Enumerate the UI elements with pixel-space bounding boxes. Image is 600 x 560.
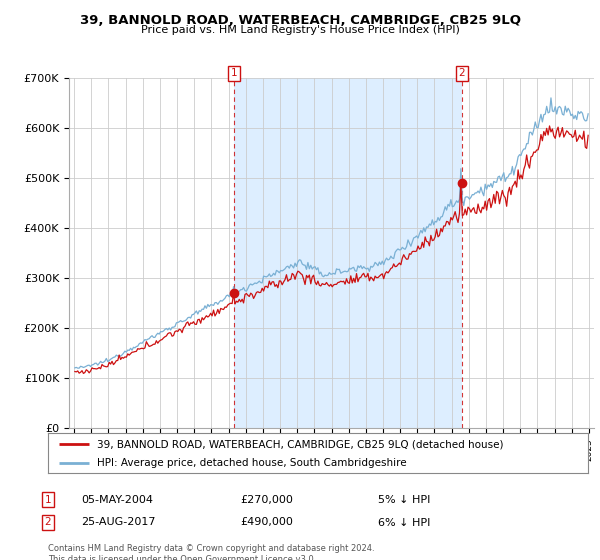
Text: 2: 2 <box>44 517 52 528</box>
Text: 5% ↓ HPI: 5% ↓ HPI <box>378 494 430 505</box>
Text: 2: 2 <box>458 68 465 78</box>
Text: £270,000: £270,000 <box>240 494 293 505</box>
Text: HPI: Average price, detached house, South Cambridgeshire: HPI: Average price, detached house, Sout… <box>97 458 406 468</box>
Text: 39, BANNOLD ROAD, WATERBEACH, CAMBRIDGE, CB25 9LQ: 39, BANNOLD ROAD, WATERBEACH, CAMBRIDGE,… <box>79 14 521 27</box>
Text: 6% ↓ HPI: 6% ↓ HPI <box>378 517 430 528</box>
Bar <box>234 78 461 428</box>
Text: 39, BANNOLD ROAD, WATERBEACH, CAMBRIDGE, CB25 9LQ (detached house): 39, BANNOLD ROAD, WATERBEACH, CAMBRIDGE,… <box>97 439 503 449</box>
Text: 25-AUG-2017: 25-AUG-2017 <box>81 517 155 528</box>
Text: £490,000: £490,000 <box>240 517 293 528</box>
Text: 05-MAY-2004: 05-MAY-2004 <box>81 494 153 505</box>
Text: Contains HM Land Registry data © Crown copyright and database right 2024.
This d: Contains HM Land Registry data © Crown c… <box>48 544 374 560</box>
Text: 1: 1 <box>231 68 238 78</box>
Text: 1: 1 <box>44 494 52 505</box>
Text: Price paid vs. HM Land Registry's House Price Index (HPI): Price paid vs. HM Land Registry's House … <box>140 25 460 35</box>
